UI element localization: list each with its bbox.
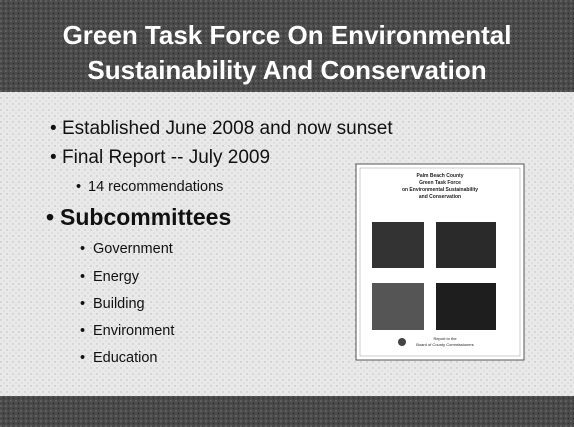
bullet-dot: • — [50, 118, 57, 139]
sub-bullet-text: Building — [93, 296, 145, 312]
bullet-dot: • — [46, 204, 54, 230]
sub-bullet-dot: • — [80, 269, 85, 285]
cover-title: and Conservation — [419, 194, 461, 200]
sub-bullet-text: 14 recommendations — [88, 179, 223, 195]
cover-seal — [398, 338, 406, 346]
slide: Green Task Force On Environmental Sustai… — [0, 0, 574, 427]
bullet-text: Established June 2008 and now sunset — [62, 118, 393, 139]
sub-bullet-dot: • — [80, 296, 85, 312]
cover-photo — [372, 222, 424, 268]
title-line: Green Task Force On Environmental — [63, 20, 512, 50]
sub-bullet-text: Government — [93, 241, 173, 257]
bullet-dot: • — [50, 147, 57, 168]
cover-title: Green Task Force — [419, 180, 461, 186]
cover-title: Palm Beach County — [417, 173, 464, 179]
cover-footer: Report to the — [433, 336, 457, 341]
cover-photo — [372, 283, 424, 330]
sub-bullet-text: Environment — [93, 323, 174, 339]
bullet-text: Final Report -- July 2009 — [62, 147, 270, 168]
sub-bullet-text: Education — [93, 350, 158, 366]
footer-band — [0, 396, 574, 427]
sub-bullet-dot: • — [80, 350, 85, 366]
cover-photo — [436, 222, 496, 268]
sub-bullet-text: Energy — [93, 269, 140, 285]
bullet-text: Subcommittees — [60, 204, 231, 230]
cover-footer: Board of County Commissioners — [416, 342, 474, 347]
sub-bullet-dot: • — [80, 241, 85, 257]
title-line: Sustainability And Conservation — [87, 55, 486, 85]
report-cover: Palm Beach County Green Task Force on En… — [356, 164, 524, 360]
cover-photo — [436, 283, 496, 330]
cover-title: on Environmental Sustainability — [402, 187, 478, 193]
sub-bullet-dot: • — [76, 179, 81, 195]
sub-bullet-dot: • — [80, 323, 85, 339]
